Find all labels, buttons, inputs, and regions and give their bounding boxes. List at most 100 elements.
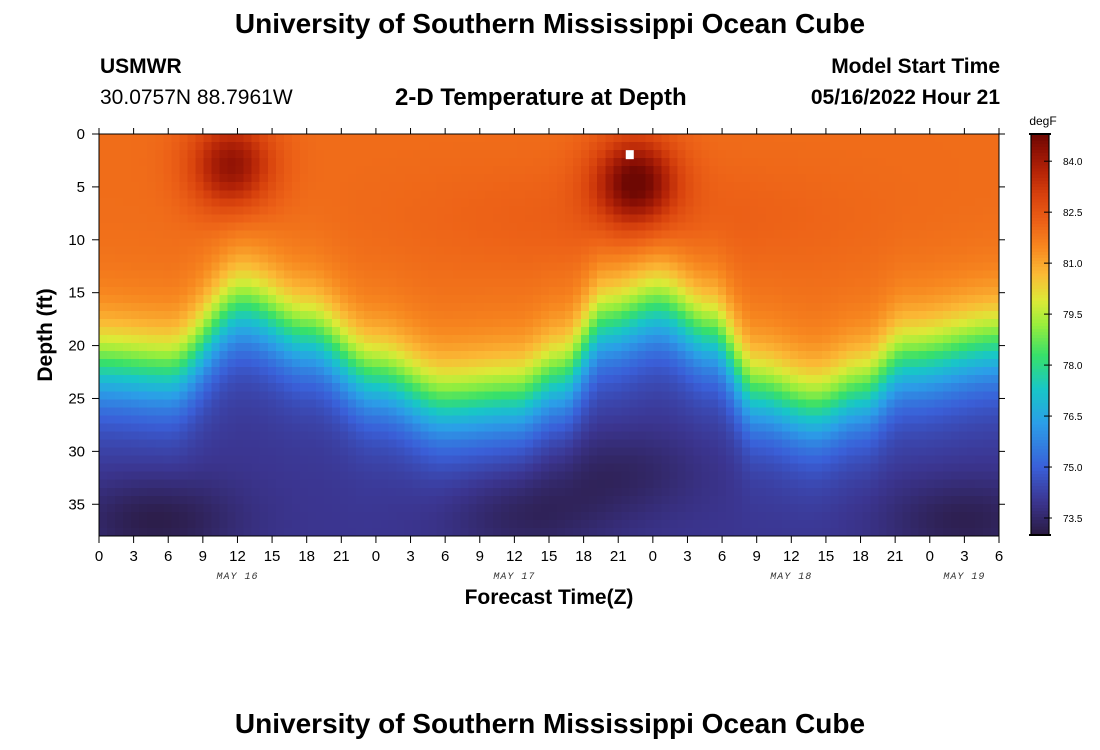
heatmap-cell (669, 367, 679, 376)
heatmap-cell (307, 150, 317, 159)
heatmap-cell (910, 206, 920, 215)
heatmap-cell (806, 278, 815, 288)
heatmap-cell (701, 182, 711, 191)
heatmap-cell (774, 270, 783, 280)
heatmap-cell (195, 375, 205, 384)
heatmap-cell (613, 318, 622, 328)
heatmap-cell (862, 206, 872, 215)
heatmap-cell (902, 150, 912, 159)
heatmap-cell (934, 407, 944, 416)
heatmap-cell (669, 431, 679, 441)
heatmap-cell (669, 206, 679, 215)
heatmap-cell (958, 158, 968, 167)
heatmap-cell (388, 254, 397, 264)
heatmap-cell (565, 335, 574, 344)
heatmap-cell (243, 158, 253, 167)
heatmap-cell (428, 343, 438, 352)
heatmap-cell (629, 351, 638, 360)
heatmap-cell (107, 439, 116, 449)
heatmap-cell (757, 150, 767, 159)
heatmap-cell (677, 198, 687, 207)
heatmap-cell (902, 431, 912, 441)
heatmap-cell (653, 343, 663, 352)
heatmap-cell (147, 455, 156, 465)
heatmap-cell (749, 310, 759, 320)
heatmap-cell (677, 230, 687, 240)
heatmap-cell (476, 150, 486, 159)
heatmap-cell (958, 310, 968, 320)
heatmap-cell (508, 326, 518, 336)
heatmap-cell (259, 246, 269, 256)
heatmap-cell (613, 270, 622, 280)
heatmap-cell (862, 190, 872, 199)
heatmap-cell (307, 206, 317, 215)
heatmap-cell (380, 431, 389, 441)
heatmap-cell (324, 190, 333, 199)
heatmap-cell (299, 302, 309, 312)
heatmap-cell (348, 246, 357, 256)
heatmap-cell (974, 254, 984, 264)
heatmap-cell (653, 479, 663, 489)
heatmap-cell (677, 447, 687, 457)
heatmap-cell (484, 190, 494, 199)
heatmap-cell (581, 359, 590, 368)
heatmap-cell (420, 182, 430, 191)
heatmap-cell (782, 206, 791, 215)
heatmap-cell (862, 302, 872, 312)
heatmap-cell (894, 335, 904, 344)
heatmap-cell (372, 198, 381, 207)
heatmap-cell (227, 222, 237, 232)
heatmap-cell (452, 254, 462, 264)
heatmap-cell (990, 214, 1000, 224)
heatmap-cell (468, 343, 478, 352)
heatmap-cell (765, 431, 775, 441)
station-coordinates: 30.0757N 88.7961W (100, 86, 293, 109)
heatmap-cell (870, 455, 880, 465)
heatmap-cell (99, 230, 108, 240)
heatmap-cell (243, 310, 253, 320)
heatmap-cell (685, 383, 695, 392)
heatmap-cell (283, 222, 293, 232)
heatmap-cell (982, 351, 992, 360)
heatmap-cell (701, 254, 711, 264)
heatmap-cell (765, 230, 775, 240)
heatmap-cell (725, 278, 735, 288)
heatmap-cell (356, 383, 365, 392)
heatmap-cell (733, 471, 743, 481)
heatmap-cell (163, 294, 172, 304)
heatmap-cell (484, 286, 494, 296)
heatmap-cell (653, 182, 663, 191)
heatmap-cell (364, 447, 373, 457)
heatmap-cell (388, 270, 397, 280)
heatmap-cell (886, 463, 896, 473)
heatmap-cell (484, 343, 494, 352)
heatmap-cell (107, 134, 116, 143)
heatmap-cell (950, 286, 960, 296)
heatmap-cell (621, 158, 630, 167)
heatmap-cell (195, 463, 205, 473)
heatmap-cell (581, 335, 590, 344)
heatmap-cell (131, 391, 140, 400)
heatmap-cell (846, 158, 855, 167)
heatmap-cell (492, 222, 502, 232)
heatmap-cell (484, 262, 494, 272)
heatmap-cell (629, 238, 638, 248)
heatmap-cell (508, 439, 518, 449)
heatmap-cell (597, 343, 606, 352)
heatmap-cell (717, 399, 727, 408)
heatmap-cell (693, 198, 703, 207)
heatmap-cell (982, 415, 992, 425)
heatmap-cell (468, 246, 478, 256)
heatmap-cell (966, 286, 976, 296)
heatmap-cell (605, 286, 614, 296)
heatmap-cell (243, 190, 253, 199)
heatmap-cell (942, 455, 952, 465)
heatmap-cell (187, 278, 197, 288)
heatmap-cell (774, 310, 783, 320)
heatmap-cell (677, 455, 687, 465)
heatmap-cell (765, 190, 775, 199)
heatmap-cell (484, 270, 494, 280)
heatmap-cell (436, 423, 446, 433)
heatmap-cell (324, 246, 333, 256)
heatmap-cell (677, 383, 687, 392)
